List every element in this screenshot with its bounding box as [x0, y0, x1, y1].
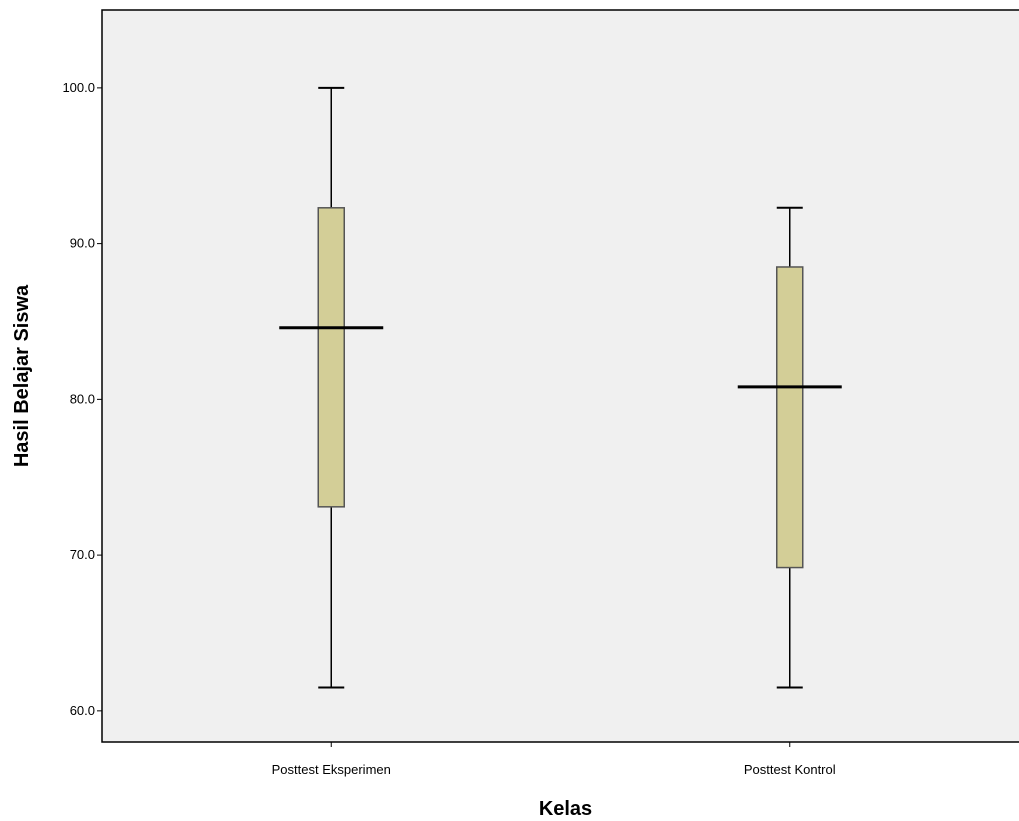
iqr-box	[776, 266, 804, 569]
x-tick-label: Posttest Eksperimen	[272, 762, 391, 777]
y-axis: 60.0 70.0 80.0 90.0 100.0	[62, 80, 102, 718]
x-axis: Posttest Eksperimen Posttest Kontrol	[272, 742, 836, 777]
y-tick-label: 70.0	[70, 547, 95, 562]
plot-area	[101, 9, 1019, 743]
x-axis-title: Kelas	[539, 798, 592, 820]
boxes-group	[279, 86, 842, 689]
y-tick-label: 60.0	[70, 703, 95, 718]
y-axis-title: Hasil Belajar Siswa	[11, 284, 33, 467]
y-tick-label: 90.0	[70, 236, 95, 251]
y-tick-label: 80.0	[70, 391, 95, 406]
box-2	[737, 206, 842, 689]
iqr-box	[317, 207, 345, 508]
x-tick-label: Posttest Kontrol	[744, 762, 836, 777]
y-tick-label: 100.0	[62, 80, 95, 95]
box-1	[279, 86, 384, 689]
